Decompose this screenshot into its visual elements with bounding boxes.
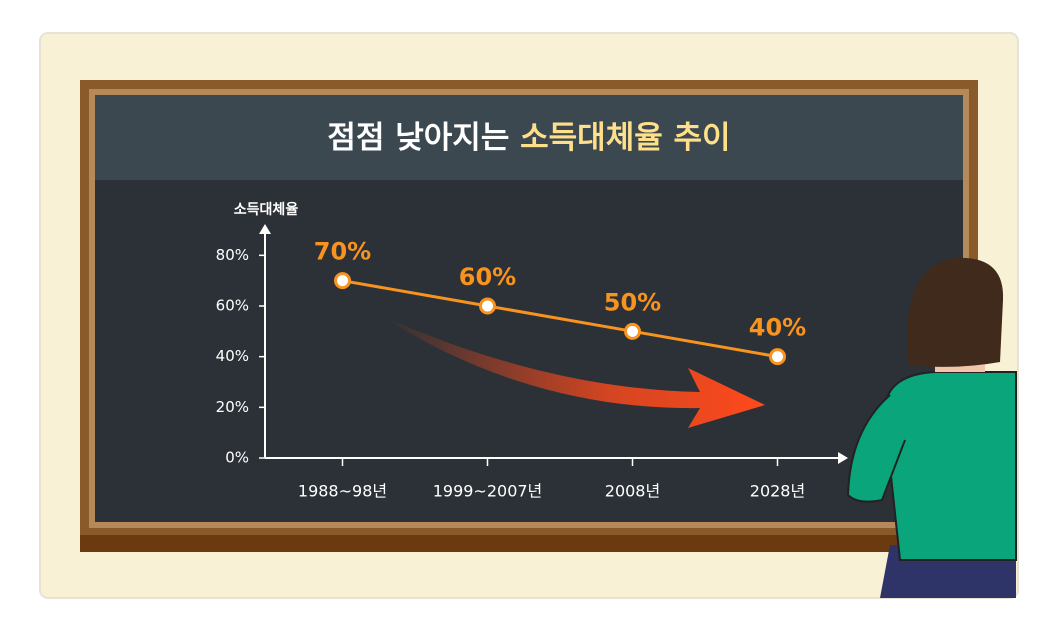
point <box>479 297 496 315</box>
y-tick-label: 80% <box>216 246 249 264</box>
x-axis-arrow <box>838 452 848 464</box>
value-label: 50% <box>604 288 661 316</box>
point <box>334 272 351 290</box>
trend-arrow <box>380 315 765 428</box>
y-tick-label: 20% <box>216 398 249 416</box>
title-part: 소득대체율 추이 <box>520 120 730 156</box>
teacher <box>846 257 1017 598</box>
chart-title: 점점 낮아지는 소득대체율 추이 <box>327 120 730 156</box>
y-tick-label: 0% <box>225 449 249 467</box>
x-tick-label: 2028년 <box>750 482 805 501</box>
teacher-arm <box>846 394 906 503</box>
point <box>624 322 641 340</box>
x-tick-label: 1999~2007년 <box>433 482 543 501</box>
title-band <box>95 95 963 180</box>
board-ledge <box>80 535 978 552</box>
y-tick-label: 40% <box>216 347 249 365</box>
teacher-hair <box>906 257 1004 367</box>
y-axis-label: 소득대체율 <box>234 201 299 218</box>
series-line <box>342 279 778 359</box>
x-tick-label: 1988~98년 <box>298 482 387 501</box>
title-part: 점점 낮아지는 <box>327 120 509 156</box>
x-tick-label: 2008년 <box>605 482 660 501</box>
y-axis-arrow <box>259 224 271 234</box>
plot: 0% 20% 40% 60% 80% 1988~98년 1999~2007년 2008년 202… <box>216 238 807 501</box>
value-label: 70% <box>314 238 371 266</box>
teacher-sweater <box>883 371 1017 561</box>
value-label: 40% <box>749 314 806 342</box>
value-label: 60% <box>459 263 516 291</box>
y-tick-label: 60% <box>216 297 249 315</box>
point <box>769 348 786 366</box>
